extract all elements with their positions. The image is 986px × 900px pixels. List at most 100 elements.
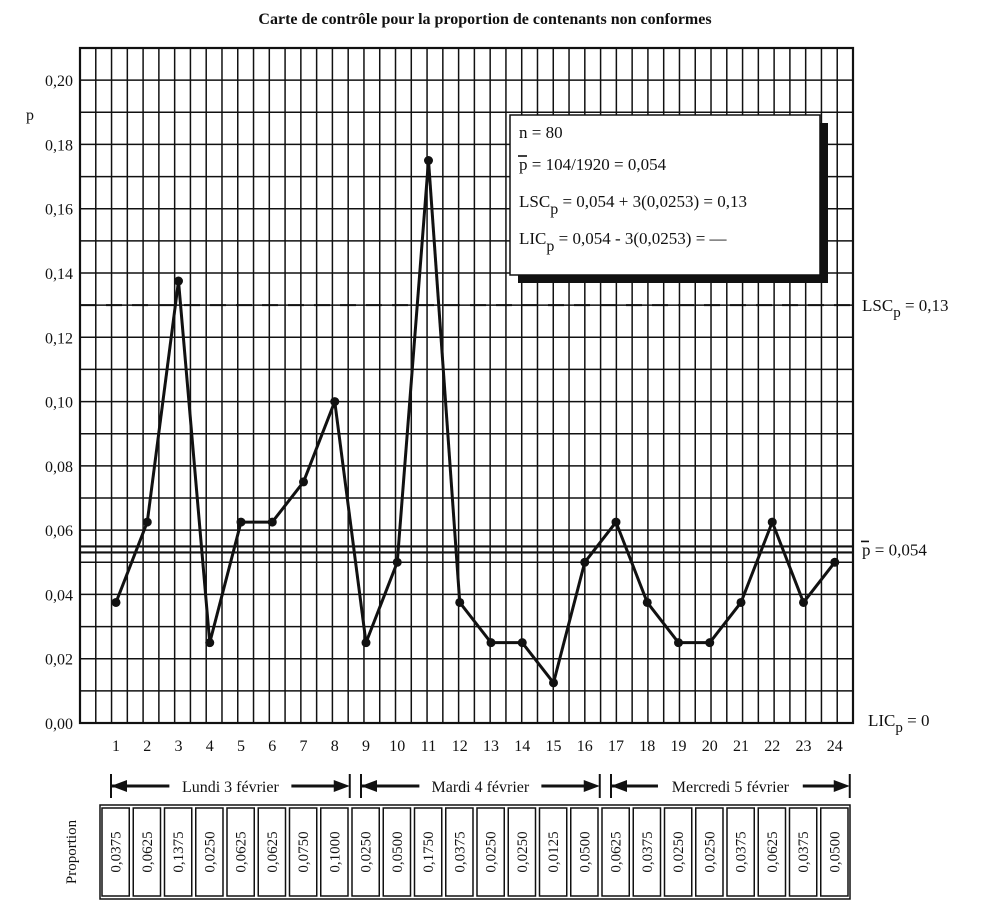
x-tick-label: 16 (577, 738, 593, 755)
day-arrow-left-head (111, 780, 127, 792)
data-point (799, 597, 808, 607)
proportion-cell (101, 807, 130, 897)
grid (79, 47, 854, 724)
day-arrow-right-head (583, 780, 600, 792)
proportion-cell (320, 807, 349, 897)
x-tick-label: 9 (362, 738, 370, 755)
axes: 0,00 0,02 0,04 0,06 0,08 0,10 0,12 0,14 0,16 0,18… (26, 46, 855, 755)
x-tick-label: 15 (546, 738, 562, 755)
series-segment (646, 601, 680, 644)
proportion-value: 0,0625 (140, 831, 156, 872)
data-point (142, 517, 152, 527)
proportion-value: 0,0375 (109, 831, 125, 872)
proportion-cell (695, 807, 724, 897)
y-tick-label: 0,12 (45, 330, 73, 347)
data-point (299, 477, 308, 487)
x-tick-label: 8 (331, 738, 339, 755)
proportion-value: 0,0250 (202, 831, 218, 872)
series-segment (177, 280, 212, 643)
y-tick-label: 0,08 (45, 459, 73, 476)
x-tick-label: 12 (452, 738, 468, 755)
data-point (455, 597, 465, 607)
y-tick-label: 0,06 (45, 523, 73, 540)
data-point (642, 597, 652, 607)
x-tick-label: 11 (421, 738, 436, 755)
y-tick-label: 0,04 (45, 587, 73, 604)
proportion-cell (445, 807, 474, 897)
series-segment (114, 521, 149, 604)
proportion-cell (601, 807, 630, 897)
series-segment (145, 280, 180, 523)
x-tick-label: 17 (608, 738, 624, 755)
proportion-value: 0,0125 (546, 831, 562, 872)
series-segment (521, 641, 555, 684)
series-segment (614, 521, 649, 604)
proportion-cell (132, 807, 162, 897)
plot-frame (78, 46, 855, 725)
data-point (767, 517, 777, 527)
y-tick-label: 0,02 (45, 652, 73, 669)
data-point (330, 397, 340, 407)
proportion-cell (195, 807, 224, 897)
day-arrow-left-head (611, 780, 627, 792)
proportion-value: 0,0250 (702, 831, 718, 872)
data-point (674, 638, 683, 648)
series-segment (302, 401, 337, 483)
proportion-cell (507, 807, 537, 897)
x-tick-label: 23 (796, 738, 812, 755)
data-point (392, 557, 402, 567)
x-tick-label: 20 (702, 738, 718, 755)
data-point (424, 156, 433, 165)
series-segment (770, 521, 805, 604)
proportion-cell (351, 807, 380, 897)
legend-line: p = 104/1920 = 0,054 (519, 155, 667, 174)
proportion-value: 0,0375 (452, 831, 468, 872)
x-tick-label: 4 (206, 738, 214, 755)
series-segment (208, 521, 243, 644)
y-tick-label: 0,00 (45, 716, 73, 733)
proportion-cell (476, 807, 505, 897)
data-point (830, 557, 840, 567)
proportion-table-frame (99, 804, 851, 900)
day-groups: Lundi 3 février Mardi 4 février Mercredi 5… (110, 774, 851, 798)
x-tick-label: 5 (237, 738, 245, 755)
series-segment (802, 561, 836, 604)
proportion-cell (663, 807, 693, 897)
proportion-value: 0,0625 (234, 831, 250, 872)
proportion-value: 0,0375 (796, 831, 812, 872)
y-axis-label: p (26, 107, 34, 124)
legend-line: LICp = 0,054 - 3(0,0253) = — (519, 229, 728, 255)
x-tick-label: 22 (764, 738, 780, 755)
y-tick-label: 0,16 (45, 202, 73, 219)
data-point (736, 597, 746, 607)
series-segment (708, 601, 743, 644)
proportion-cell (226, 807, 255, 897)
proportion-value: 0,1000 (327, 831, 343, 872)
proportion-value: 0,0250 (671, 831, 687, 872)
proportion-value: 0,0250 (515, 831, 531, 872)
series-segment (427, 160, 462, 603)
y-tick-label: 0,10 (45, 395, 73, 412)
proportion-value: 0,0500 (390, 831, 406, 872)
chart-title: Carte de contrôle pour la proportion de … (258, 11, 711, 28)
proportion-value: 0,0250 (359, 831, 375, 872)
proportion-cell (570, 807, 599, 897)
proportion-value: 0,0500 (827, 831, 843, 872)
x-tick-label: 6 (268, 738, 276, 755)
x-tick-label: 13 (483, 738, 499, 755)
x-tick-label: 21 (733, 738, 749, 755)
reference-lines: LSCp = 0,13 p = 0,054 LICp = 0 (80, 296, 949, 736)
series-segment (364, 561, 399, 644)
x-tick-label: 1 (112, 738, 120, 755)
x-tick-label: 3 (175, 738, 183, 755)
data-point (267, 517, 277, 527)
data-point (580, 557, 590, 567)
series-segment (271, 481, 305, 524)
data-point (705, 638, 715, 648)
x-tick-label: 2 (143, 738, 151, 755)
y-tick-label: 0,18 (45, 137, 73, 154)
reference-line-label: LSCp = 0,13 (862, 296, 949, 321)
proportion-cell (788, 807, 818, 897)
proportion-value: 0,0500 (577, 831, 593, 872)
